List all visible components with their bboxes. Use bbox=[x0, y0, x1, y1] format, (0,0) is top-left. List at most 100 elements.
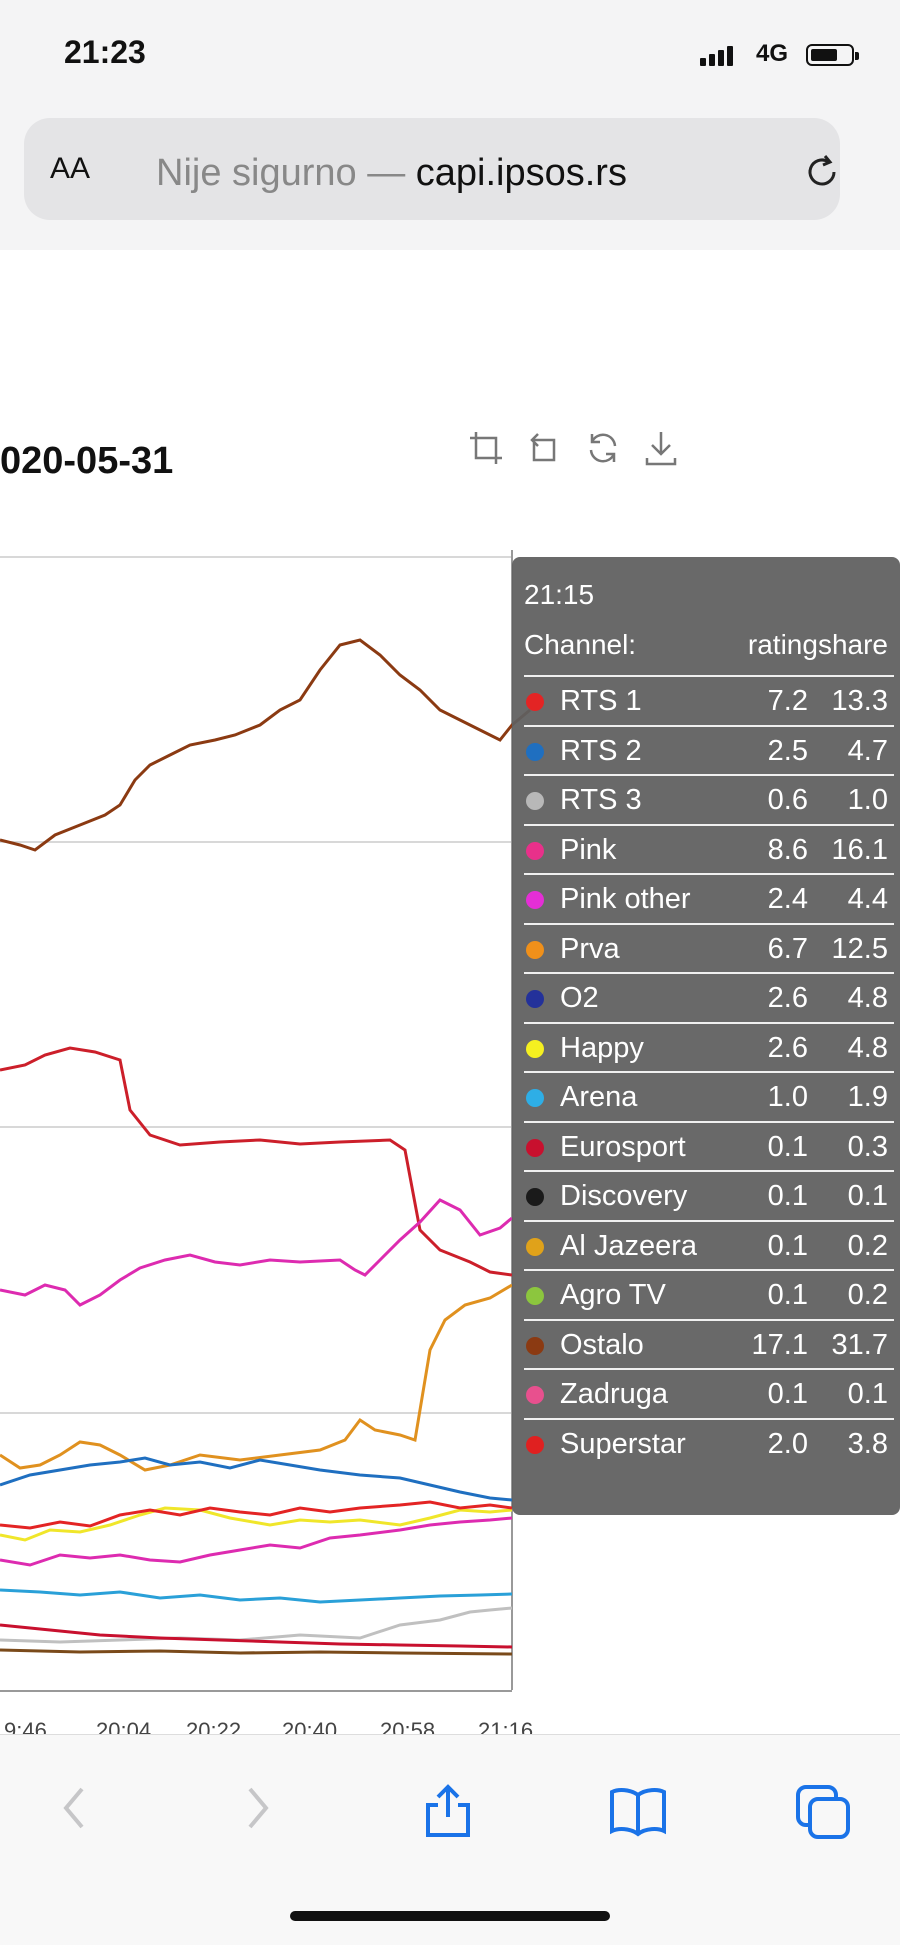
status-bar: 21:23 4G bbox=[0, 0, 900, 110]
reload-icon[interactable] bbox=[802, 152, 842, 197]
rating-value: 2.0 bbox=[767, 1427, 808, 1460]
series-line-happy bbox=[0, 1506, 513, 1542]
restore-icon[interactable] bbox=[583, 428, 623, 473]
crop-icon[interactable] bbox=[466, 428, 506, 473]
undo-crop-icon[interactable] bbox=[524, 428, 564, 473]
x-tick-label: 20:22 bbox=[186, 1718, 242, 1734]
channel-name: Eurosport bbox=[560, 1130, 686, 1163]
clock: 21:23 bbox=[64, 34, 146, 70]
tooltip-row: RTS 1 7.2 13.3 bbox=[524, 675, 894, 726]
tooltip-row: Discovery 0.1 0.1 bbox=[524, 1170, 894, 1221]
text-size-button[interactable]: AA bbox=[50, 152, 90, 186]
security-label: Nije sigurno — bbox=[156, 152, 416, 194]
series-color-dot bbox=[526, 1386, 544, 1404]
share-value: 0.3 bbox=[847, 1130, 888, 1163]
series-line-pink-other bbox=[0, 1198, 513, 1307]
grid-line bbox=[0, 841, 512, 843]
channel-name: Ostalo bbox=[560, 1328, 644, 1361]
tabs-icon[interactable] bbox=[794, 1783, 854, 1848]
channel-name: Pink bbox=[560, 833, 617, 866]
series-color-dot bbox=[526, 742, 544, 761]
series-color-dot bbox=[526, 841, 544, 860]
rating-value: 0.1 bbox=[767, 1229, 808, 1262]
x-tick-label: 20:04 bbox=[96, 1718, 152, 1734]
chart-tooltip: 21:15 Channel: ratingshare RTS 1 7.2 13.3 R… bbox=[512, 557, 900, 1515]
bookmarks-icon[interactable] bbox=[608, 1783, 668, 1844]
url-text[interactable]: Nije sigurno — capi.ipsos.rs bbox=[156, 152, 627, 195]
rating-value: 2.5 bbox=[767, 734, 808, 767]
share-value: 1.9 bbox=[847, 1081, 888, 1113]
channel-name: Superstar bbox=[560, 1427, 686, 1460]
share-value: 13.3 bbox=[831, 685, 888, 717]
channel-name: O2 bbox=[560, 982, 599, 1014]
channel-name: Al Jazeera bbox=[560, 1229, 698, 1262]
share-value: 4.8 bbox=[847, 1031, 888, 1064]
download-icon[interactable] bbox=[641, 428, 681, 473]
share-value: 1.0 bbox=[847, 784, 888, 816]
forward-icon[interactable] bbox=[240, 1783, 276, 1838]
series-line-minor bbox=[0, 1648, 513, 1656]
tooltip-row: Agro TV 0.1 0.2 bbox=[524, 1269, 894, 1320]
series-color-dot bbox=[526, 1287, 544, 1305]
rating-value: 2.4 bbox=[767, 883, 808, 915]
rating-value: 17.1 bbox=[751, 1328, 808, 1361]
channel-name: RTS 3 bbox=[560, 784, 642, 816]
rating-value: 0.1 bbox=[767, 1378, 808, 1410]
tooltip-row: RTS 2 2.5 4.7 bbox=[524, 724, 894, 776]
tooltip-row: Prva 6.7 12.5 bbox=[524, 922, 894, 974]
tooltip-row: RTS 3 0.6 1.0 bbox=[524, 774, 894, 825]
tooltip-header: Channel: ratingshare bbox=[524, 629, 894, 661]
share-value: 3.8 bbox=[847, 1427, 888, 1460]
rating-value: 0.6 bbox=[767, 784, 808, 816]
channel-name: Happy bbox=[560, 1031, 644, 1064]
tooltip-row: Al Jazeera 0.1 0.2 bbox=[524, 1219, 894, 1271]
address-bar[interactable]: AA Nije sigurno — capi.ipsos.rs bbox=[24, 118, 840, 220]
tooltip-row: Ostalo 17.1 31.7 bbox=[524, 1318, 894, 1370]
x-tick-label: 20:40 bbox=[282, 1718, 338, 1734]
series-color-dot bbox=[526, 1089, 544, 1107]
series-color-dot bbox=[526, 1188, 544, 1206]
series-line-rts2 bbox=[0, 1456, 513, 1502]
series-color-dot bbox=[526, 1039, 544, 1058]
tooltip-row: O2 2.6 4.8 bbox=[524, 972, 894, 1023]
back-icon[interactable] bbox=[56, 1783, 92, 1838]
tooltip-row: Superstar 2.0 3.8 bbox=[524, 1417, 894, 1469]
channel-name: Zadruga bbox=[560, 1378, 669, 1410]
series-color-dot bbox=[526, 1237, 544, 1256]
series-color-dot bbox=[526, 1336, 544, 1355]
share-value: 4.8 bbox=[847, 982, 888, 1014]
tooltip-row: Pink other 2.4 4.4 bbox=[524, 873, 894, 924]
ratings-chart[interactable] bbox=[0, 550, 545, 1700]
series-line-rts1 bbox=[0, 1500, 513, 1530]
channel-name: Pink other bbox=[560, 883, 691, 915]
series-line-rts3 bbox=[0, 1606, 513, 1644]
rating-value: 0.1 bbox=[767, 1180, 808, 1212]
x-tick-label: 9:46 bbox=[4, 1718, 47, 1734]
grid-line bbox=[0, 556, 512, 558]
grid-line bbox=[0, 1126, 512, 1128]
channel-name: RTS 2 bbox=[560, 734, 642, 767]
rating-value: 8.6 bbox=[767, 833, 808, 866]
share-icon[interactable] bbox=[420, 1783, 476, 1844]
series-color-dot bbox=[526, 1138, 544, 1157]
x-axis-line bbox=[0, 1690, 512, 1692]
series-line-pink bbox=[0, 1046, 513, 1277]
channel-name: Arena bbox=[560, 1081, 638, 1113]
browser-toolbar: AA Nije sigurno — capi.ipsos.rs bbox=[0, 110, 900, 251]
chart-toolbox bbox=[466, 428, 695, 473]
tooltip-row: Arena 1.0 1.9 bbox=[524, 1071, 894, 1122]
series-color-dot bbox=[526, 693, 544, 711]
series-color-dot bbox=[526, 1435, 544, 1454]
share-value: 0.1 bbox=[847, 1378, 888, 1410]
page-title: 020-05-31 bbox=[0, 440, 174, 482]
rating-value: 7.2 bbox=[767, 685, 808, 717]
tooltip-row: Eurosport 0.1 0.3 bbox=[524, 1120, 894, 1172]
share-value: 31.7 bbox=[831, 1328, 888, 1361]
share-value: 0.1 bbox=[847, 1180, 888, 1212]
x-tick-label: 21:16 bbox=[478, 1718, 534, 1734]
series-color-dot bbox=[526, 990, 544, 1008]
rating-value: 1.0 bbox=[767, 1081, 808, 1113]
rating-value: 2.6 bbox=[767, 982, 808, 1014]
series-line-prva bbox=[0, 1283, 513, 1472]
tooltip-row: Pink 8.6 16.1 bbox=[524, 823, 894, 875]
